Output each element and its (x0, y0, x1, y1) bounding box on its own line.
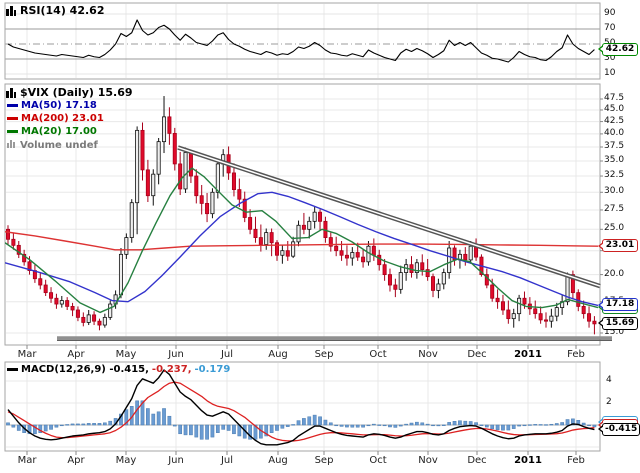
price-plot (4, 83, 601, 346)
ma50-line (5, 191, 599, 307)
trendline (177, 145, 601, 289)
candles (6, 96, 597, 335)
macd-plot (4, 361, 601, 452)
support-line (57, 336, 612, 342)
macd-histogram (6, 400, 597, 440)
gridlines (26, 4, 577, 450)
moving-averages (5, 167, 599, 314)
ma20-line (5, 167, 599, 314)
ma200-line (5, 231, 599, 251)
rsi-plot (4, 2, 601, 80)
